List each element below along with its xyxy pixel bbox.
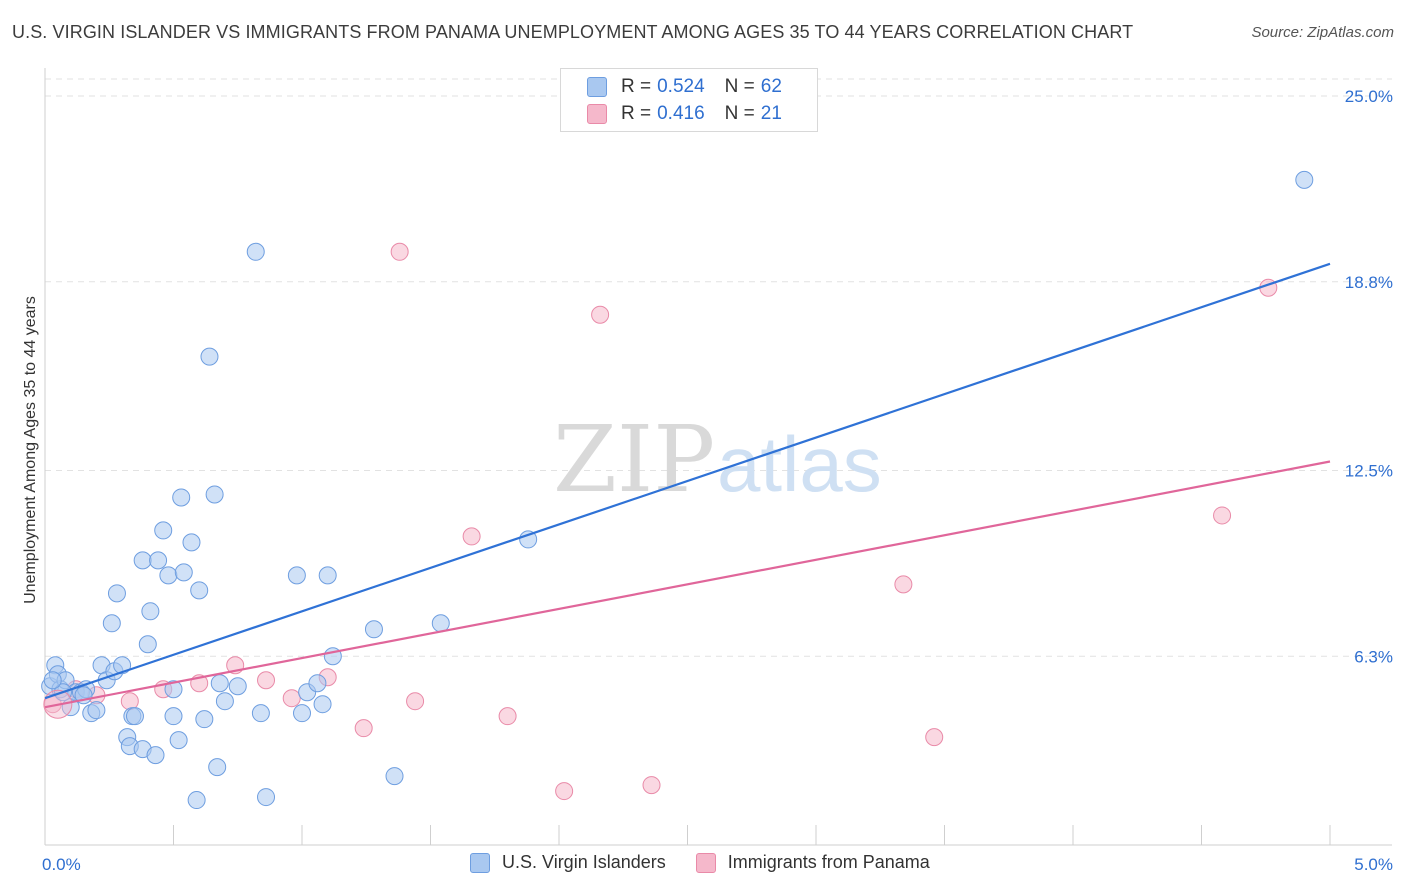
point-virgin-islanders [287,566,306,585]
legend-label-panama: Immigrants from Panama [727,852,930,872]
legend-r-value: 0.416 [657,103,705,124]
axes [44,68,1392,846]
point-virgin-islanders [102,614,121,633]
point-virgin-islanders [210,674,229,693]
legend-swatch-virgin-islanders [587,77,607,97]
point-virgin-islanders [113,656,132,675]
point-panama [354,719,373,738]
point-virgin-islanders [159,566,178,585]
data-points [41,170,1314,810]
point-virgin-islanders [195,710,214,729]
point-virgin-islanders [200,347,219,366]
watermark-zip: ZIP [553,406,715,513]
point-virgin-islanders [215,692,234,711]
y-tick-label: 18.8% [1345,273,1393,292]
trend-lines [44,262,1331,709]
legend-swatch-panama [695,852,716,873]
legend-r-value: 0.524 [657,76,705,97]
legend-label-virgin-islanders: U.S. Virgin Islanders [502,852,666,872]
point-panama [591,305,610,324]
point-panama [282,689,301,708]
point-panama [642,776,661,795]
point-virgin-islanders [174,563,193,582]
point-virgin-islanders [308,674,327,693]
point-virgin-islanders [43,671,62,690]
y-axis-label-wrap: Unemployment Among Ages 35 to 44 years [16,250,46,650]
point-virgin-islanders [313,695,332,714]
point-virgin-islanders [87,701,106,720]
y-axis-label: Unemployment Among Ages 35 to 44 years [22,296,39,604]
point-virgin-islanders [182,533,201,552]
legend-item-virgin-islanders: U.S. Virgin Islanders [470,852,666,873]
point-panama [498,707,517,726]
point-virgin-islanders [164,707,183,726]
point-virgin-islanders [172,488,191,507]
x-tick-label: 5.0% [1354,855,1393,874]
legend-item-panama: Immigrants from Panama [695,852,930,873]
point-virgin-islanders [293,704,311,723]
point-virgin-islanders [138,635,157,654]
point-virgin-islanders [164,680,183,699]
point-virgin-islanders [318,566,337,585]
point-virgin-islanders [149,551,168,570]
point-panama [120,692,139,711]
point-panama [925,728,944,747]
correlation-legend: R = 0.524 N = 62 R = 0.416 N = 21 [560,68,818,132]
point-virgin-islanders [190,581,209,600]
trend-line-panama [44,460,1331,709]
point-virgin-islanders [146,746,165,765]
point-virgin-islanders [431,614,450,633]
legend-row-panama: R = 0.416 N = 21 [587,102,782,126]
point-virgin-islanders [133,551,152,570]
watermark-atlas: atlas [717,420,882,508]
point-panama [1213,506,1232,525]
point-virgin-islanders [1295,170,1314,189]
y-tick-label: 12.5% [1345,462,1393,481]
point-virgin-islanders [187,791,206,810]
trend-line-virgin-islanders [44,262,1331,700]
point-virgin-islanders [169,731,188,750]
legend-n-value: 21 [760,103,782,124]
tick-labels: 6.3% 12.5% 18.8% 25.0% 0.0% 5.0% [42,87,1393,874]
legend-n-value: 62 [760,76,782,97]
point-panama [257,671,276,690]
point-virgin-islanders [228,677,247,696]
legend-swatch-panama [587,104,607,124]
point-panama [555,782,574,801]
point-virgin-islanders [385,767,404,786]
point-panama [462,527,481,546]
chart-title: U.S. VIRGIN ISLANDER VS IMMIGRANTS FROM … [12,22,1134,42]
point-virgin-islanders [251,704,270,723]
legend-r-label: R = [621,76,652,97]
y-tick-label: 6.3% [1354,647,1393,666]
point-virgin-islanders [257,788,276,807]
point-virgin-islanders [125,707,144,726]
grid-lines [45,78,1392,657]
point-virgin-islanders [364,620,383,639]
point-virgin-islanders [205,485,224,504]
point-panama [406,692,425,711]
series-legend: U.S. Virgin Islanders Immigrants from Pa… [470,852,960,873]
point-virgin-islanders [141,602,160,621]
legend-row-virgin-islanders: R = 0.524 N = 62 [587,75,782,99]
point-virgin-islanders [246,242,265,261]
point-virgin-islanders [107,584,126,603]
point-panama [894,575,913,594]
legend-r-label: R = [621,103,652,124]
point-virgin-islanders [154,521,173,540]
point-virgin-islanders [208,758,227,777]
source-credit: Source: ZipAtlas.com [1251,24,1394,41]
y-tick-label: 25.0% [1345,87,1393,106]
point-panama [390,242,409,261]
x-tick-label: 0.0% [42,855,81,874]
legend-swatch-virgin-islanders [470,852,490,873]
legend-n-label: N = [724,76,755,97]
legend-n-label: N = [724,103,755,124]
